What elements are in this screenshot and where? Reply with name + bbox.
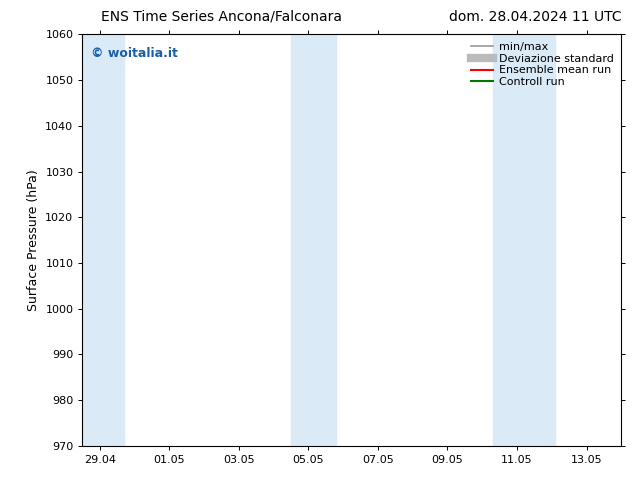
Bar (493, 34, 555, 446)
Text: © woitalia.it: © woitalia.it (91, 47, 178, 60)
Bar (82, 34, 124, 446)
Legend: min/max, Deviazione standard, Ensemble mean run, Controll run: min/max, Deviazione standard, Ensemble m… (469, 40, 616, 89)
Bar (291, 34, 336, 446)
Text: dom. 28.04.2024 11 UTC: dom. 28.04.2024 11 UTC (449, 10, 621, 24)
Y-axis label: Surface Pressure (hPa): Surface Pressure (hPa) (27, 169, 40, 311)
Text: ENS Time Series Ancona/Falconara: ENS Time Series Ancona/Falconara (101, 10, 342, 24)
